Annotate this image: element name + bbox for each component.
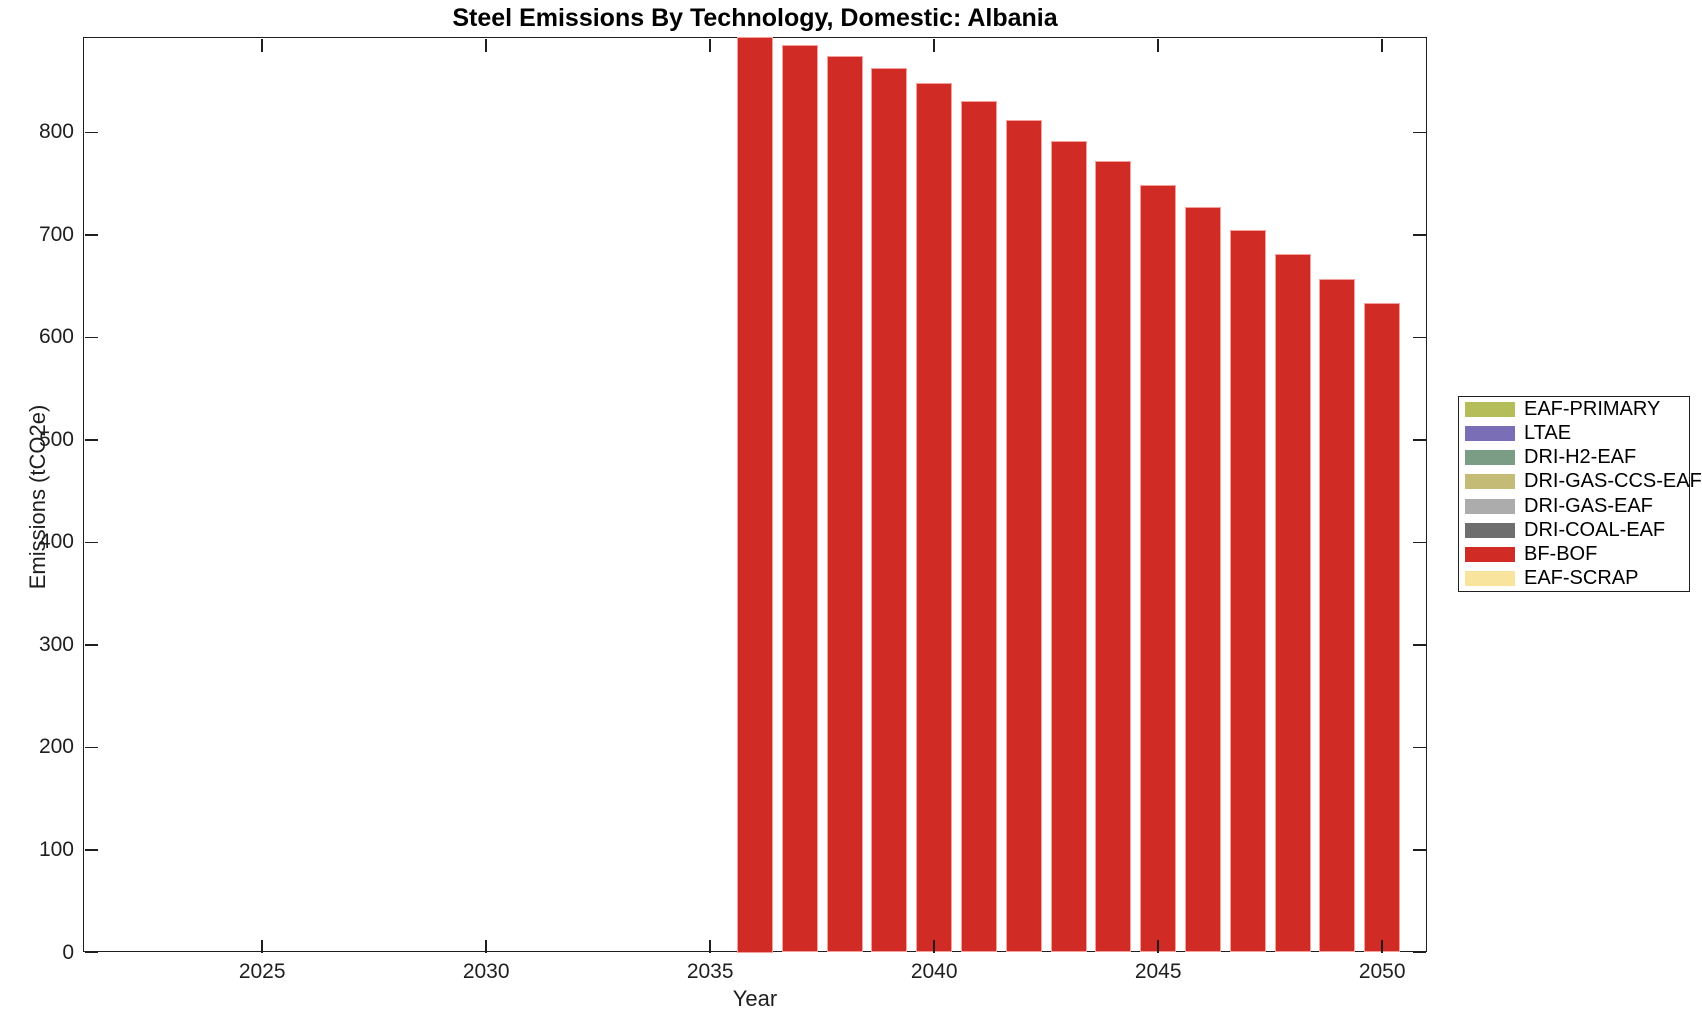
x-tick-label: 2040: [910, 960, 958, 983]
legend-item-dri-coal-eaf: DRI-COAL-EAF: [1465, 518, 1689, 542]
x-tick: [1157, 939, 1159, 953]
y-tick: [84, 849, 98, 851]
y-tick-label: 200: [38, 735, 74, 759]
bar-bf-bof-2045: [1140, 184, 1177, 953]
legend-label: DRI-H2-EAF: [1524, 446, 1637, 469]
x-tick-label: 2045: [1134, 960, 1182, 983]
legend-label: DRI-GAS-CCS-EAF: [1524, 470, 1702, 493]
legend-item-dri-gas-eaf: DRI-GAS-EAF: [1465, 494, 1689, 518]
x-tick: [485, 939, 487, 953]
y-tick-label: 600: [38, 325, 74, 349]
y-tick-right: [1412, 439, 1426, 441]
x-tick-top: [1157, 38, 1159, 52]
legend-swatch-eaf-scrap: [1465, 571, 1515, 587]
x-tick-label: 2050: [1358, 960, 1406, 983]
x-tick-top: [485, 38, 487, 52]
legend-label: DRI-GAS-EAF: [1524, 494, 1653, 517]
bar-bf-bof-2039: [871, 67, 908, 953]
y-tick-label: 700: [38, 222, 74, 246]
legend-item-bf-bof: BF-BOF: [1465, 543, 1689, 567]
legend-item-dri-gas-ccs-eaf: DRI-GAS-CCS-EAF: [1465, 470, 1702, 494]
legend-swatch-dri-gas-eaf: [1465, 498, 1515, 514]
y-tick-right: [1412, 644, 1426, 646]
x-tick-top: [709, 38, 711, 52]
y-tick: [84, 746, 98, 749]
x-tick-top: [261, 38, 263, 52]
y-tick: [84, 234, 98, 236]
legend-item-eaf-primary: EAF-PRIMARY: [1465, 397, 1689, 421]
legend: EAF-PRIMARY LTAE DRI-H2-EAF DRI-GAS-CCS-EAF…: [1458, 396, 1702, 592]
y-tick-right: [1412, 336, 1426, 339]
bar-bf-bof-2044: [1095, 161, 1132, 953]
legend-swatch-eaf-primary: [1465, 401, 1515, 417]
bar-bf-bof-2046: [1185, 207, 1221, 953]
bar-bf-bof-2050: [1364, 302, 1401, 953]
chart-title: Steel Emissions By Technology, Domestic:…: [452, 4, 1058, 32]
y-tick: [84, 644, 98, 646]
y-tick-label: 0: [62, 940, 74, 964]
legend-swatch-ltae: [1465, 425, 1515, 441]
y-tick-label: 500: [38, 427, 74, 451]
bar-bf-bof-2048: [1274, 254, 1311, 953]
y-tick-right: [1412, 234, 1426, 236]
y-tick: [84, 131, 98, 134]
bar-bf-bof-2043: [1050, 140, 1087, 953]
x-tick: [261, 939, 263, 953]
x-tick: [709, 939, 711, 953]
y-tick-right: [1412, 849, 1426, 851]
bar-bf-bof-2036: [737, 37, 773, 953]
y-tick-right: [1412, 746, 1426, 749]
legend-swatch-dri-gas-ccs-eaf: [1465, 474, 1515, 490]
y-tick-label: 300: [38, 632, 74, 656]
x-tick-top: [933, 38, 935, 52]
legend-swatch-dri-coal-eaf: [1465, 522, 1515, 538]
y-tick-label: 400: [38, 530, 74, 554]
y-tick-right: [1412, 951, 1426, 954]
y-tick: [84, 439, 98, 441]
bar-bf-bof-2041: [961, 100, 997, 953]
y-tick: [84, 951, 98, 954]
bar-bf-bof-2042: [1005, 120, 1042, 953]
x-tick-top: [1381, 38, 1383, 52]
y-tick: [84, 336, 98, 339]
x-axis-label: Year: [732, 986, 778, 1011]
x-tick: [1381, 939, 1383, 953]
legend-item-ltae: LTAE: [1465, 421, 1689, 445]
legend-swatch-bf-bof: [1465, 547, 1515, 563]
y-tick-label: 800: [38, 120, 74, 144]
x-tick-label: 2025: [238, 960, 286, 983]
x-tick-label: 2035: [686, 960, 734, 983]
bar-bf-bof-2037: [781, 45, 818, 953]
y-tick-right: [1412, 131, 1426, 134]
bar-bf-bof-2040: [916, 83, 953, 953]
legend-swatch-dri-h2-eaf: [1465, 450, 1515, 466]
legend-label: LTAE: [1524, 421, 1572, 444]
y-tick-right: [1412, 541, 1426, 544]
legend-label: BF-BOF: [1524, 543, 1598, 566]
legend-item-dri-h2-eaf: DRI-H2-EAF: [1465, 446, 1689, 470]
legend-label: EAF-SCRAP: [1524, 567, 1639, 590]
legend-item-eaf-scrap: EAF-SCRAP: [1465, 567, 1689, 591]
bar-bf-bof-2049: [1319, 278, 1356, 953]
x-tick-label: 2030: [462, 960, 510, 983]
y-tick-label: 100: [38, 837, 74, 861]
legend-label: DRI-COAL-EAF: [1524, 518, 1666, 541]
bar-bf-bof-2047: [1229, 229, 1266, 953]
bar-bf-bof-2038: [826, 56, 863, 953]
legend-label: EAF-PRIMARY: [1524, 397, 1661, 420]
x-tick: [933, 939, 935, 953]
y-tick: [84, 541, 98, 544]
